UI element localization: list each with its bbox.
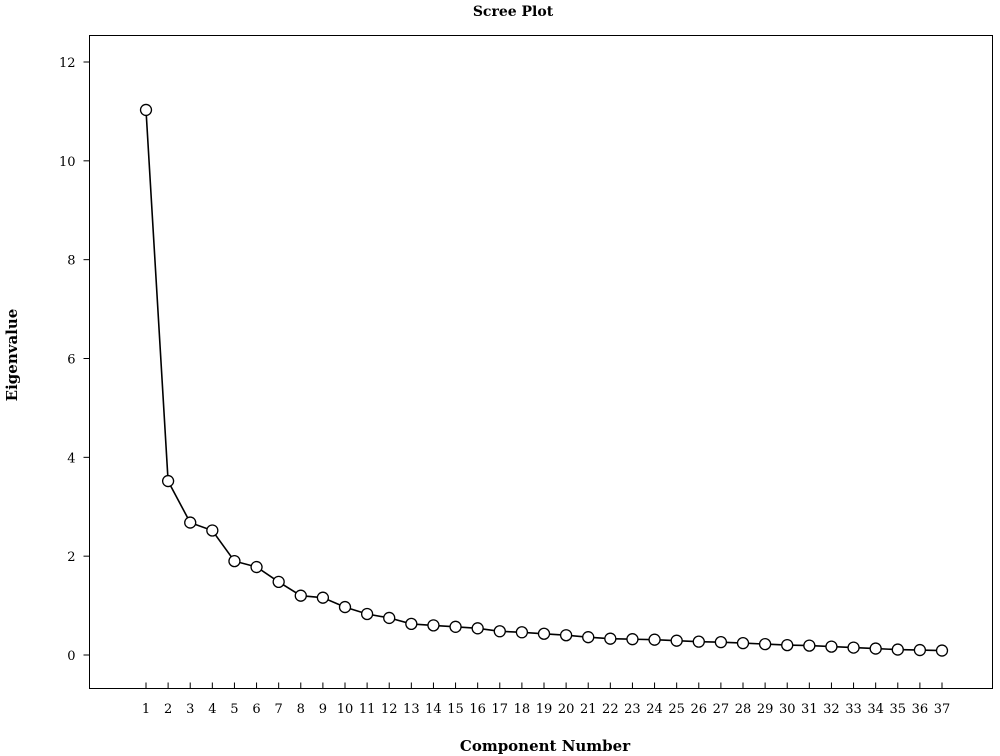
data-point-23 <box>626 633 639 646</box>
y-tick-label: 10 <box>59 155 76 170</box>
x-tick-label: 7 <box>275 702 283 717</box>
x-tick-label: 8 <box>297 702 305 717</box>
data-point-11 <box>360 607 374 621</box>
x-tick-label: 19 <box>536 702 553 717</box>
x-tick-label: 27 <box>713 702 730 717</box>
x-tick-label: 1 <box>142 702 150 717</box>
x-tick-label: 32 <box>823 702 840 717</box>
x-tick-label: 34 <box>867 702 884 717</box>
data-point-24 <box>648 633 661 646</box>
y-tick-label: 4 <box>67 451 75 466</box>
x-tick-label: 5 <box>230 702 238 717</box>
data-point-14 <box>427 619 440 632</box>
data-point-5 <box>228 554 241 568</box>
y-tick-group: 0 2 4 6 8 10 12 <box>59 56 90 664</box>
data-point-17 <box>493 625 506 638</box>
data-point-19 <box>537 627 551 640</box>
data-point-9 <box>316 591 330 604</box>
x-tick-label: 6 <box>252 702 260 717</box>
data-point-31 <box>803 639 816 652</box>
data-point-29 <box>758 637 772 651</box>
x-tick-label: 4 <box>208 702 216 717</box>
y-tick-label: 6 <box>67 353 75 368</box>
x-tick-group: 1 2 3 4 5 6 7 8 9 10 11 12 13 14 15 16 17 18 19 20 21 22 23 24 2… <box>142 682 951 717</box>
chart-title: Scree Plot <box>473 4 554 20</box>
data-point-28 <box>736 636 750 650</box>
data-point-6 <box>250 560 263 574</box>
x-tick-label: 31 <box>801 702 818 717</box>
data-point-18 <box>515 626 529 639</box>
data-point-2 <box>161 474 175 488</box>
x-tick-label: 18 <box>514 702 531 717</box>
data-point-7 <box>272 575 285 589</box>
data-point-13 <box>405 617 418 631</box>
eigenvalue-line <box>145 109 943 652</box>
data-point-21 <box>582 631 595 644</box>
y-tick-label: 2 <box>67 550 75 565</box>
data-point-37 <box>935 644 949 657</box>
data-point-27 <box>714 636 728 649</box>
eigenvalue-series <box>139 103 949 657</box>
x-tick-label: 12 <box>381 702 398 717</box>
data-point-8 <box>294 589 307 602</box>
x-tick-label: 11 <box>359 702 376 717</box>
x-tick-label: 23 <box>624 702 641 717</box>
x-tick-label: 29 <box>757 702 774 717</box>
data-point-30 <box>781 638 794 652</box>
data-point-10 <box>338 600 352 614</box>
x-tick-label: 2 <box>164 702 172 717</box>
x-tick-label: 15 <box>447 702 464 717</box>
x-tick-label: 35 <box>890 702 907 717</box>
y-tick-label: 12 <box>59 56 76 71</box>
x-tick-label: 16 <box>469 702 486 717</box>
x-tick-label: 9 <box>319 702 327 717</box>
x-tick-label: 26 <box>691 702 708 717</box>
x-tick-label: 17 <box>492 702 509 717</box>
data-point-15 <box>449 620 462 633</box>
x-tick-label: 33 <box>845 702 862 717</box>
data-point-1 <box>139 103 153 117</box>
x-tick-label: 3 <box>186 702 194 717</box>
data-point-33 <box>847 641 860 654</box>
x-tick-label: 30 <box>779 702 796 717</box>
x-tick-label: 36 <box>912 702 929 717</box>
x-tick-label: 20 <box>558 702 575 717</box>
data-point-32 <box>825 640 838 653</box>
data-point-26 <box>692 635 705 648</box>
x-tick-label: 22 <box>602 702 619 717</box>
data-point-16 <box>471 622 484 635</box>
data-point-35 <box>891 643 904 656</box>
x-axis-label: Component Number <box>460 737 631 755</box>
x-tick-label: 25 <box>668 702 685 717</box>
data-point-12 <box>383 611 396 625</box>
y-tick-label: 0 <box>67 649 75 664</box>
data-point-22 <box>604 632 617 645</box>
x-tick-label: 21 <box>580 702 597 717</box>
data-point-20 <box>559 629 573 642</box>
data-point-25 <box>670 634 683 647</box>
x-tick-label: 28 <box>735 702 752 717</box>
x-tick-label: 24 <box>646 702 663 717</box>
data-point-34 <box>869 642 882 655</box>
data-point-3 <box>184 516 197 529</box>
y-axis-label: Eigenvalue <box>3 309 21 402</box>
x-tick-label: 37 <box>934 702 951 717</box>
x-tick-label: 13 <box>403 702 420 717</box>
x-tick-label: 10 <box>337 702 354 717</box>
y-tick-label: 8 <box>67 254 75 269</box>
x-tick-label: 14 <box>425 702 442 717</box>
data-point-4 <box>206 524 219 537</box>
data-point-36 <box>913 643 927 657</box>
